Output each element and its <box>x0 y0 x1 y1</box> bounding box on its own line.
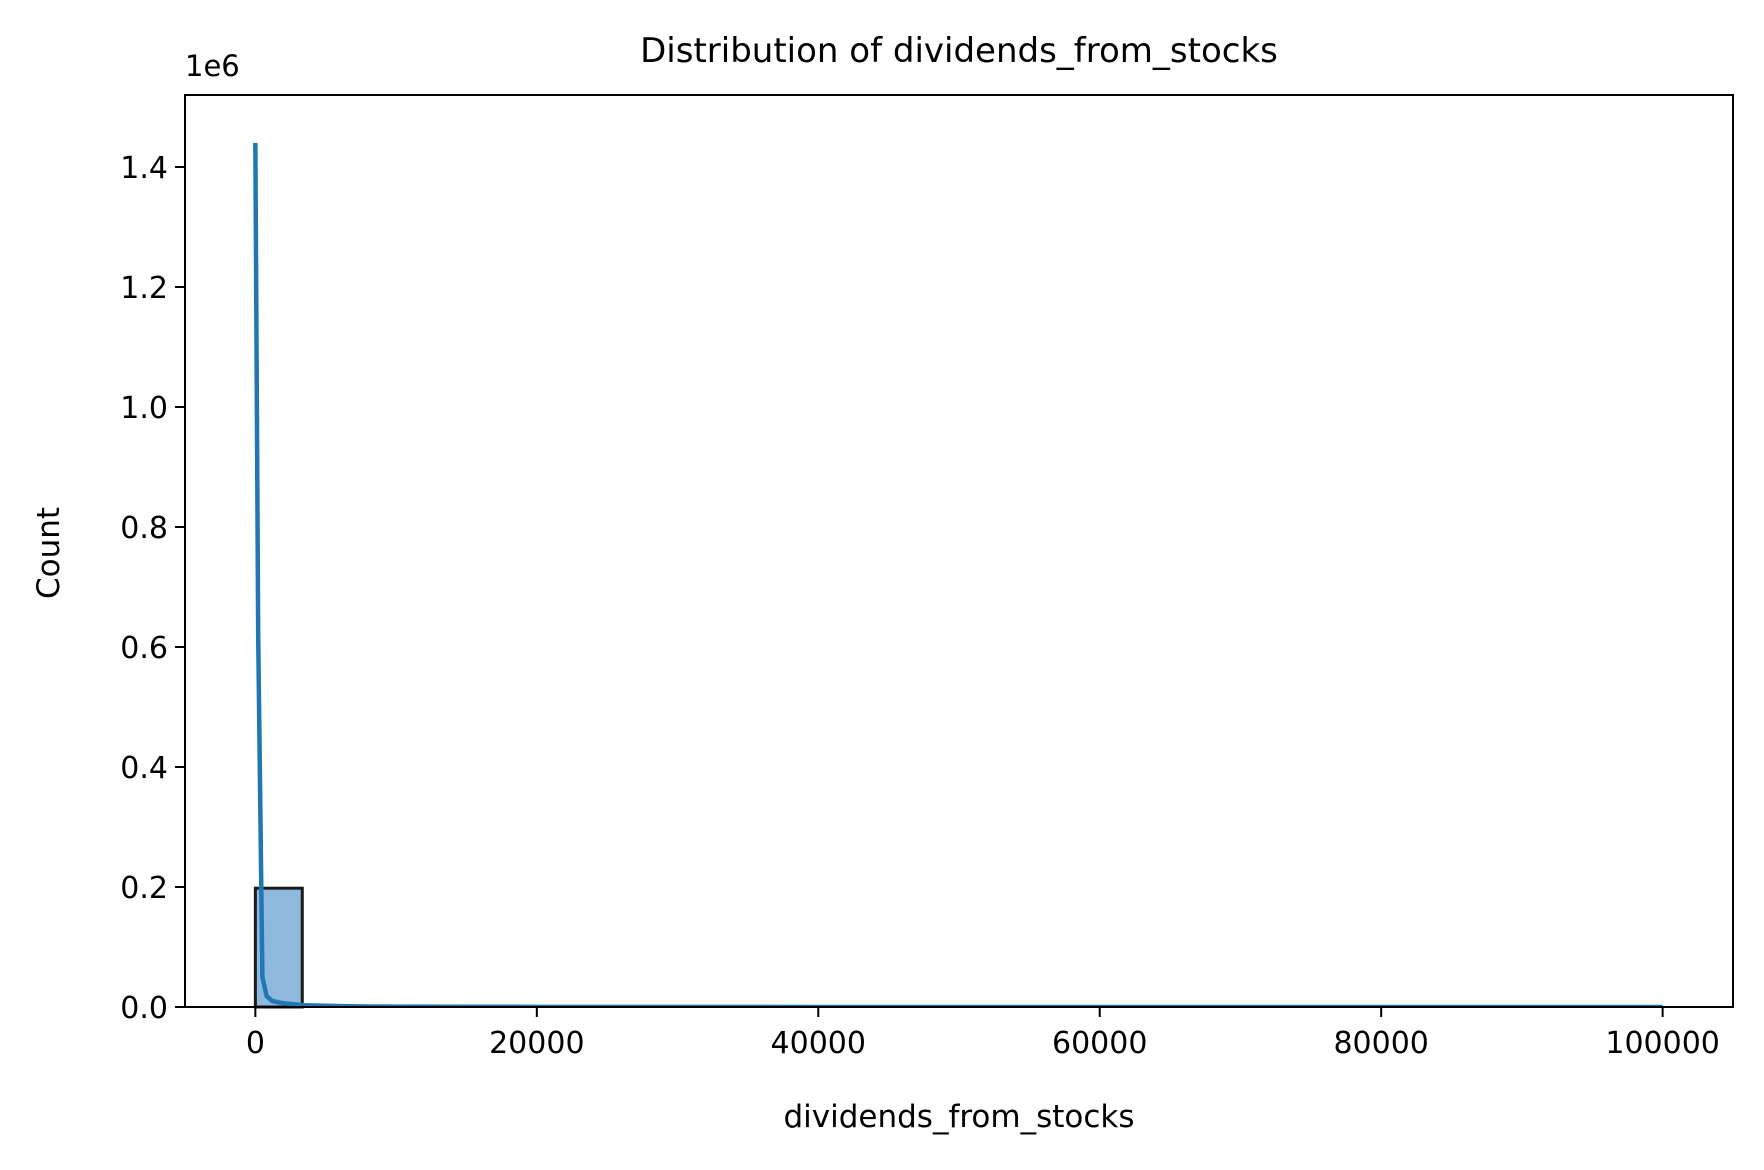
y-axis-label: Count <box>31 507 67 599</box>
chart-title: Distribution of dividends_from_stocks <box>640 31 1278 71</box>
x-axis-label: dividends_from_stocks <box>783 1099 1134 1135</box>
y-tick-label: 0.2 <box>120 871 168 906</box>
y-tick-label: 0.4 <box>120 751 168 786</box>
y-tick-label: 1.0 <box>120 391 168 426</box>
x-tick-label: 80000 <box>1333 1026 1428 1061</box>
x-tick-label: 0 <box>246 1026 265 1061</box>
x-tick-label: 100000 <box>1605 1026 1720 1061</box>
axes-frame <box>184 94 1734 1008</box>
kde-line <box>253 142 1663 1007</box>
axes: 0 20000 40000 60000 80000 100000 0.0 0.2 0.4 0.6 0… <box>120 94 1734 1061</box>
x-tick-label: 60000 <box>1052 1026 1147 1061</box>
y-tick-label: 0.8 <box>120 511 168 546</box>
y-offset-label: 1e6 <box>185 49 240 83</box>
y-tick-label: 1.4 <box>120 151 168 186</box>
y-tick-label: 1.2 <box>120 271 168 306</box>
plot-area <box>253 142 1663 1009</box>
y-tick-label: 0.0 <box>120 991 168 1026</box>
x-tick-label: 40000 <box>771 1026 866 1061</box>
y-tick-label: 0.6 <box>120 631 168 666</box>
x-tick-label: 20000 <box>489 1026 584 1061</box>
